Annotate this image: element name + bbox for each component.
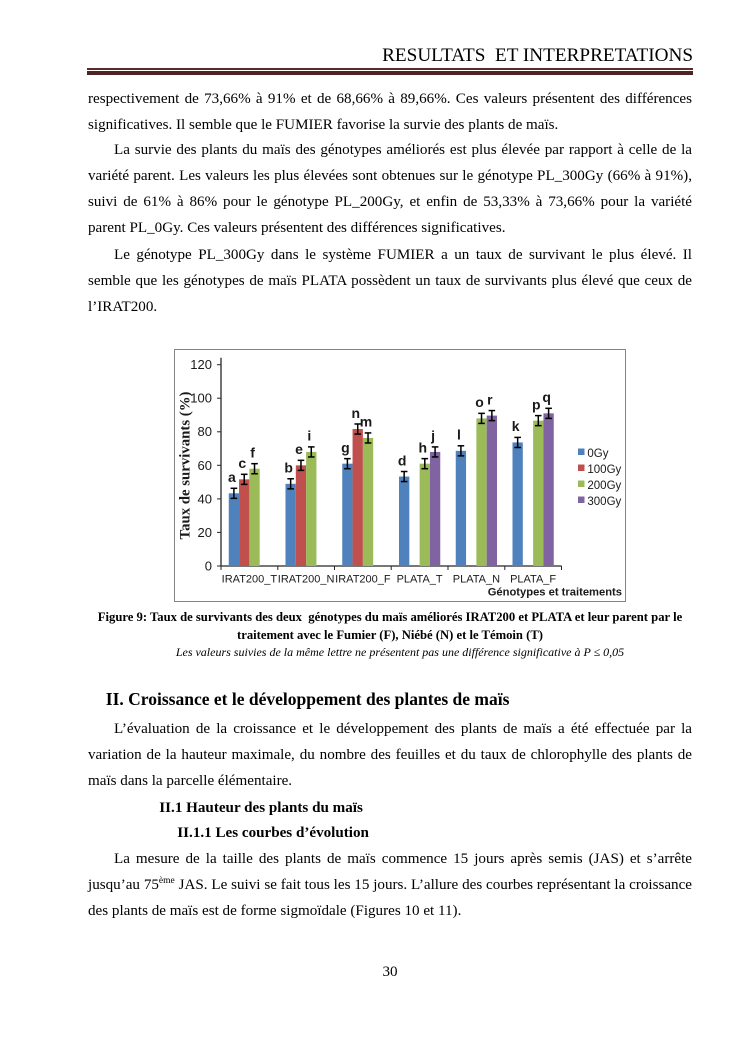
svg-text:p: p bbox=[532, 396, 541, 412]
svg-text:120: 120 bbox=[190, 357, 212, 372]
svg-text:IRAT200_F: IRAT200_F bbox=[335, 573, 391, 585]
svg-text:PLATA_F: PLATA_F bbox=[510, 573, 556, 585]
svg-text:60: 60 bbox=[198, 458, 212, 473]
svg-text:r: r bbox=[487, 391, 493, 407]
svg-text:Génotypes et traitements: Génotypes et traitements bbox=[488, 587, 622, 599]
svg-text:k: k bbox=[512, 418, 520, 434]
svg-text:m: m bbox=[360, 414, 372, 430]
svg-text:Taux de survivants (%): Taux de survivants (%) bbox=[177, 392, 193, 540]
svg-text:IRAT200_N: IRAT200_N bbox=[278, 573, 335, 585]
svg-text:20: 20 bbox=[198, 525, 212, 540]
svg-text:q: q bbox=[542, 389, 551, 405]
svg-text:o: o bbox=[475, 394, 484, 410]
svg-text:40: 40 bbox=[198, 491, 212, 506]
svg-text:IRAT200_T: IRAT200_T bbox=[222, 573, 278, 585]
svg-text:f: f bbox=[250, 444, 255, 460]
svg-text:j: j bbox=[430, 428, 435, 444]
svg-text:PLATA_N: PLATA_N bbox=[453, 573, 500, 585]
svg-text:g: g bbox=[341, 439, 350, 455]
svg-text:300Gy: 300Gy bbox=[587, 496, 621, 508]
svg-text:d: d bbox=[398, 452, 407, 468]
svg-text:80: 80 bbox=[198, 424, 212, 439]
svg-text:200Gy: 200Gy bbox=[587, 480, 621, 492]
svg-text:n: n bbox=[351, 405, 360, 421]
svg-text:100Gy: 100Gy bbox=[587, 464, 621, 476]
svg-text:0: 0 bbox=[205, 558, 212, 573]
svg-text:100: 100 bbox=[190, 391, 212, 406]
svg-text:e: e bbox=[295, 441, 303, 457]
svg-text:0Gy: 0Gy bbox=[587, 448, 608, 460]
svg-text:i: i bbox=[307, 428, 311, 444]
svg-text:a: a bbox=[228, 469, 236, 485]
svg-text:l: l bbox=[457, 427, 461, 443]
svg-text:c: c bbox=[238, 455, 246, 471]
svg-text:b: b bbox=[284, 460, 293, 476]
svg-text:PLATA_T: PLATA_T bbox=[397, 573, 443, 585]
svg-text:h: h bbox=[418, 439, 427, 455]
